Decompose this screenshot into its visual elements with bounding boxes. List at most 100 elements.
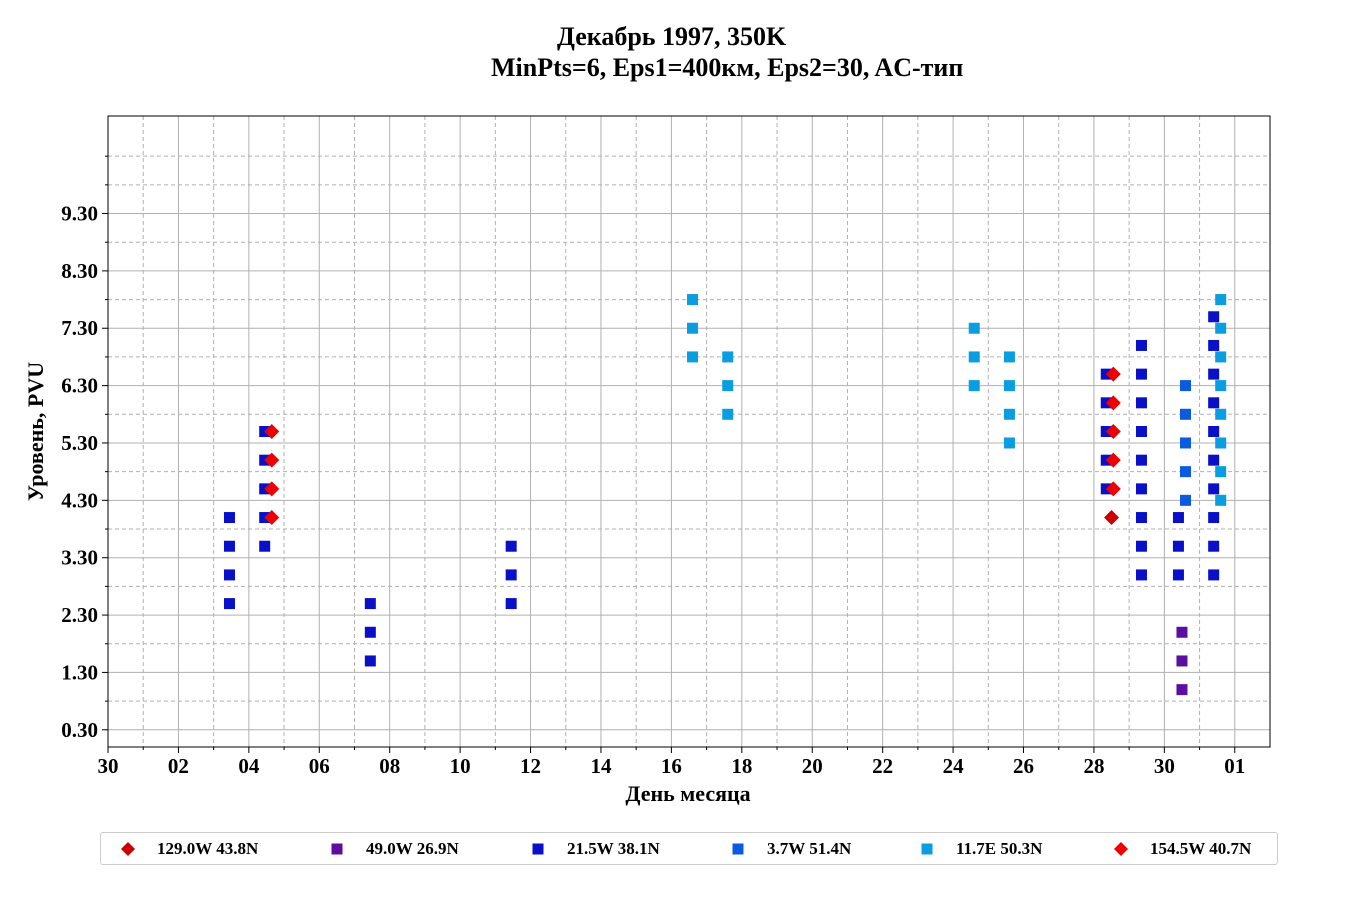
series-2-square-marker [1135,483,1147,495]
series-5-diamond-marker [1105,395,1121,411]
series-2-square-marker [1208,426,1220,437]
x-tick-label: 28 [1083,754,1104,778]
series-4-square-marker [968,322,980,334]
series-1-square-marker [1176,655,1188,667]
series-5-diamond-marker [1105,366,1121,382]
series-4-square-marker [722,408,734,420]
y-tick-label: 5.30 [61,431,98,455]
legend-square-marker [531,842,545,856]
series-4-square-marker [687,322,699,334]
series-4-square-marker [1215,294,1227,306]
legend-label: 3.7W 51.4N [767,838,852,858]
series-2-square-marker [1135,512,1147,524]
series-5-diamond-marker [264,452,280,468]
x-tick-label: 18 [731,754,752,778]
series-4-square-marker [1215,437,1227,449]
legend-square-marker [330,842,344,856]
legend-item: 21.5W 38.1N [531,833,660,864]
series-4-square-marker [1215,466,1227,478]
legend-item: 11.7E 50.3N [920,833,1042,864]
series-2-square-marker [1135,426,1147,437]
x-tick-label: 16 [661,754,682,778]
series-3-square-marker [1179,437,1191,449]
legend-item: 129.0W 43.8N [121,833,258,864]
series-2-square-marker [1208,368,1220,380]
legend: 129.0W 43.8N 49.0W 26.9N 21.5W 38.1N 3.7W 5… [100,832,1278,865]
series-2-square-marker [1172,540,1184,552]
series-4-square-marker [1215,408,1227,420]
series-4-square-marker [1215,351,1227,363]
series-5-diamond-marker [264,481,280,497]
legend-square-marker [920,842,934,856]
legend-label: 21.5W 38.1N [567,838,660,858]
series-5-diamond-marker [1105,424,1121,439]
x-tick-label: 30 [1154,754,1175,778]
series-2-square-marker [364,655,376,667]
series-2-square-marker [1135,454,1147,466]
series-2-square-marker [259,540,271,552]
series-4-square-marker [687,351,699,363]
x-tick-label: 10 [450,754,471,778]
series-2-square-marker [223,598,235,610]
y-tick-label: 3.30 [61,546,98,570]
legend-label: 11.7E 50.3N [956,838,1043,858]
x-tick-label: 06 [309,754,330,778]
series-5-diamond-marker [264,424,280,439]
x-tick-label: 14 [590,754,612,778]
y-axis-label: Уровень, PVU [23,362,48,501]
series-4-square-marker [722,351,734,363]
series-2-square-marker [223,540,235,552]
legend-label: 49.0W 26.9N [366,838,459,858]
series-2-square-marker [1172,512,1184,524]
series-3-square-marker [1179,380,1191,392]
x-tick-label: 24 [943,754,965,778]
y-tick-label: 1.30 [61,660,98,684]
series-2-square-marker [1135,569,1147,581]
series-1-square-marker [1176,684,1188,696]
series-2-square-marker [505,569,517,581]
legend-item: 154.5W 40.7N [1114,833,1251,864]
series-4-square-marker [722,380,734,392]
series-2-square-marker [1208,454,1220,466]
series-2-square-marker [505,598,517,610]
series-4-square-marker [968,380,980,392]
y-tick-label: 0.30 [61,718,98,742]
series-2-square-marker [364,626,376,638]
series-3-square-marker [1179,494,1191,506]
series-2-square-marker [1208,339,1220,351]
series-2-square-marker [1135,540,1147,552]
y-tick-label: 2.30 [61,603,98,627]
series-4-square-marker [968,351,980,363]
y-tick-label: 4.30 [61,488,98,512]
x-tick-label: 20 [802,754,823,778]
series-4-square-marker [1003,437,1015,449]
y-tick-label: 7.30 [61,316,98,340]
series-2-square-marker [1135,339,1147,351]
x-tick-label: 04 [238,754,260,778]
series-5-diamond-marker [264,510,280,526]
series-2-square-marker [1135,368,1147,380]
series-4-square-marker [1003,351,1015,363]
plot-frame [107,115,1271,748]
series-2-square-marker [1208,397,1220,409]
legend-item: 3.7W 51.4N [731,833,851,864]
series-2-square-marker [1208,512,1220,524]
series-4-square-marker [1003,408,1015,420]
legend-label: 154.5W 40.7N [1150,838,1252,858]
legend-diamond-marker [1114,841,1128,856]
series-0-diamond-marker [1104,510,1120,526]
x-axis-label: День месяца [625,781,750,806]
series-5-diamond-marker [1105,452,1121,468]
series-2-square-marker [1208,311,1220,323]
x-tick-label: 01 [1224,754,1245,778]
legend-item: 49.0W 26.9N [330,833,459,864]
series-2-square-marker [364,598,376,610]
series-3-square-marker [1179,408,1191,420]
legend-label: 129.0W 43.8N [157,838,259,858]
series-2-square-marker [223,512,235,524]
x-tick-label: 30 [98,754,119,778]
series-2-square-marker [505,540,517,552]
x-tick-label: 12 [520,754,541,778]
